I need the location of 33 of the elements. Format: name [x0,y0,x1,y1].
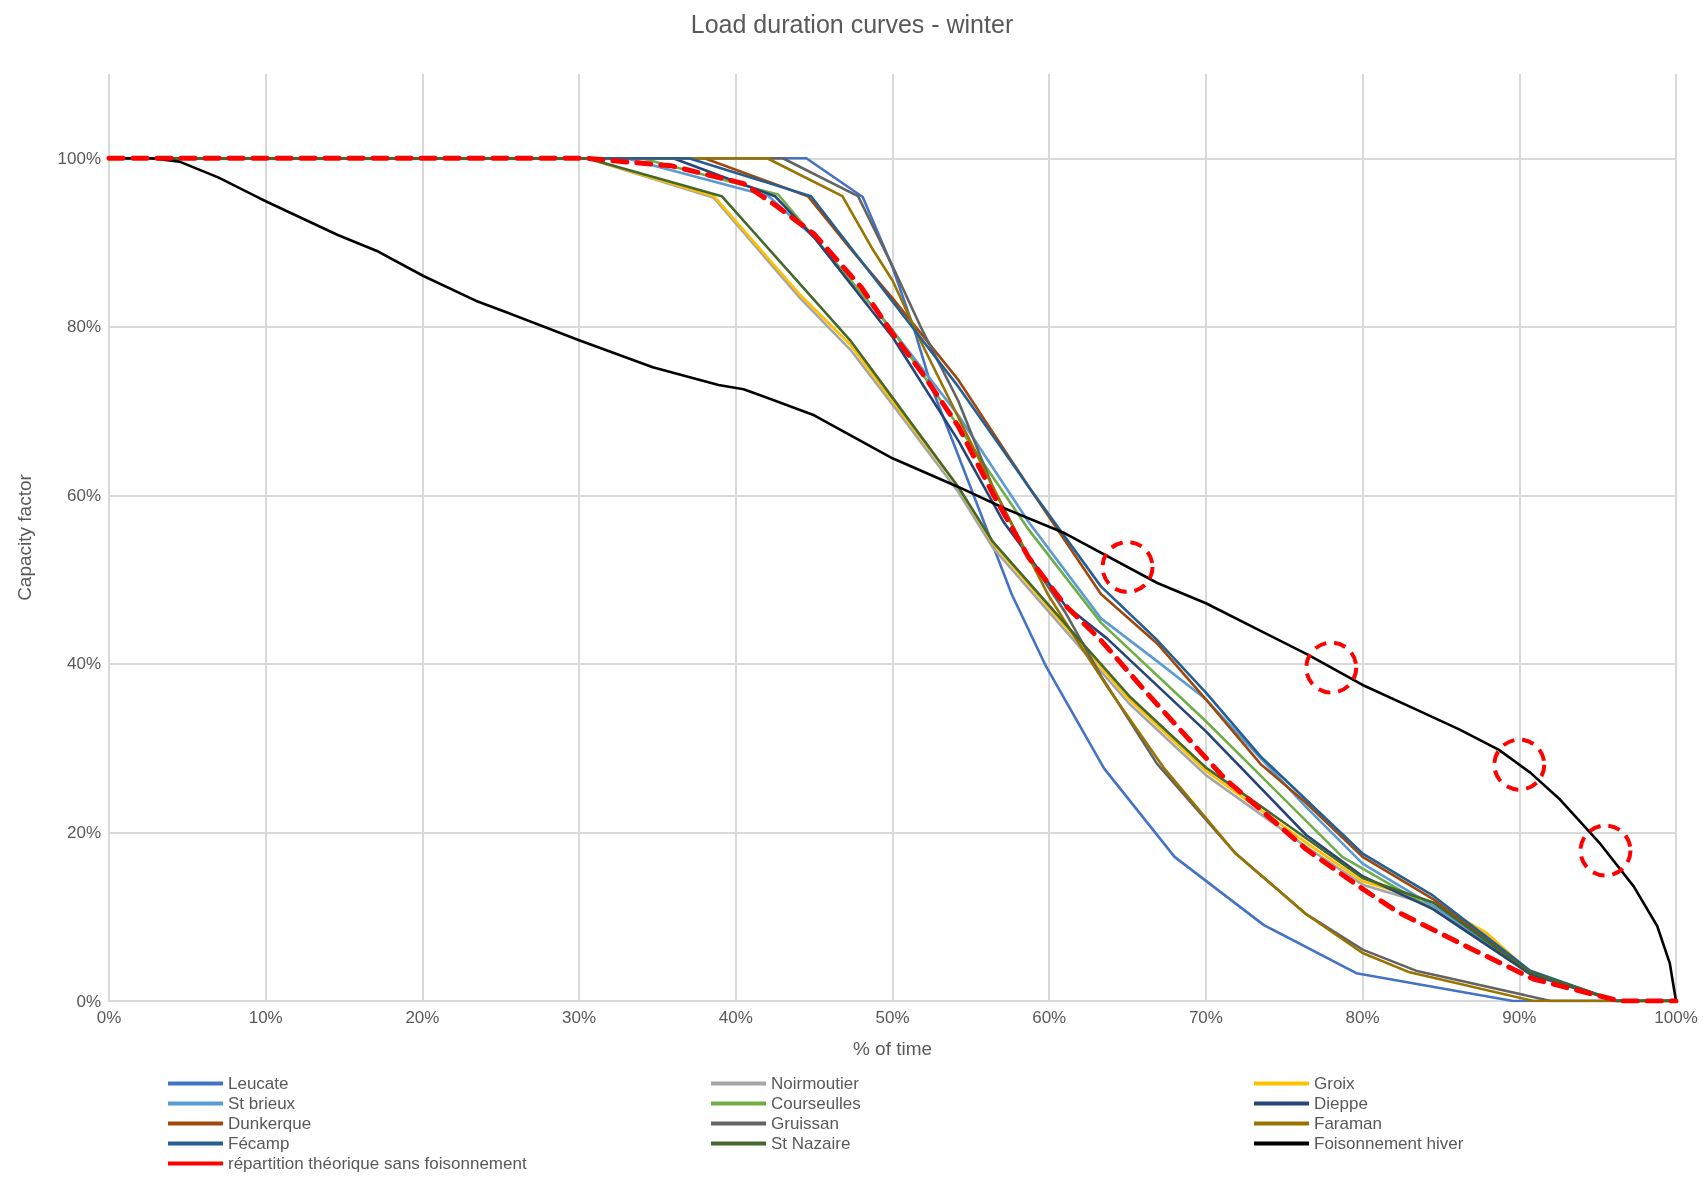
y-tick-label: 0% [76,991,101,1011]
x-tick-label: 50% [875,1008,910,1027]
legend-label: Groix [1314,1074,1356,1093]
x-tick-label: 0% [96,1008,122,1027]
x-tick-label: 30% [562,1008,597,1027]
y-tick-label: 80% [66,317,101,337]
x-tick-label: 20% [405,1008,440,1027]
legend-label: Dieppe [1314,1094,1368,1113]
x-tick-label: 90% [1502,1008,1537,1027]
x-tick-label: 100% [1654,1008,1698,1027]
x-tick-label: 70% [1188,1008,1223,1027]
y-tick-label: 60% [66,485,101,505]
y-tick-label: 20% [66,822,101,842]
legend-label: répartition théorique sans foisonnement [228,1154,527,1173]
legend-label: Courseulles [771,1094,861,1113]
y-axis-title: Capacity factor [14,473,35,601]
x-axis-title: % of time [852,1038,933,1059]
legend-label: Faraman [1314,1114,1383,1133]
x-tick-label: 60% [1032,1008,1067,1027]
y-tick-label: 100% [57,148,101,168]
y-tick-label: 40% [66,654,101,674]
legend-label: Leucate [228,1074,289,1093]
x-tick-label: 10% [248,1008,283,1027]
legend-label: St Nazaire [771,1134,851,1153]
legend-label: Gruissan [771,1114,840,1133]
legend-label: St brieux [228,1094,296,1113]
x-tick-label: 40% [718,1008,753,1027]
legend-label: Fécamp [228,1134,290,1153]
legend-label: Dunkerque [228,1114,312,1133]
x-tick-label: 80% [1345,1008,1380,1027]
legend-label: Foisonnement hiver [1314,1134,1464,1153]
chart-title: Load duration curves - winter [690,9,1014,38]
legend-label: Noirmoutier [771,1074,860,1093]
